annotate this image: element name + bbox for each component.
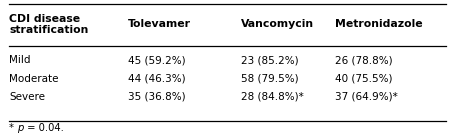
Text: 26 (78.8%): 26 (78.8%) bbox=[335, 55, 393, 65]
Text: Vancomycin: Vancomycin bbox=[241, 19, 314, 29]
Text: 37 (64.9%)*: 37 (64.9%)* bbox=[335, 92, 398, 102]
Text: CDI disease
stratification: CDI disease stratification bbox=[9, 13, 88, 35]
Text: Tolevamer: Tolevamer bbox=[128, 19, 191, 29]
Text: *: * bbox=[9, 123, 14, 133]
Text: 28 (84.8%)*: 28 (84.8%)* bbox=[241, 92, 303, 102]
Text: 44 (46.3%): 44 (46.3%) bbox=[128, 74, 186, 84]
Text: = 0.04.: = 0.04. bbox=[24, 123, 64, 133]
Text: 35 (36.8%): 35 (36.8%) bbox=[128, 92, 186, 102]
Text: Severe: Severe bbox=[9, 92, 45, 102]
Text: Moderate: Moderate bbox=[9, 74, 58, 84]
Text: 23 (85.2%): 23 (85.2%) bbox=[241, 55, 298, 65]
Text: 40 (75.5%): 40 (75.5%) bbox=[335, 74, 393, 84]
Text: 45 (59.2%): 45 (59.2%) bbox=[128, 55, 186, 65]
Text: 58 (79.5%): 58 (79.5%) bbox=[241, 74, 298, 84]
Text: Mild: Mild bbox=[9, 55, 31, 65]
Text: Metronidazole: Metronidazole bbox=[335, 19, 423, 29]
Text: p: p bbox=[17, 123, 23, 133]
